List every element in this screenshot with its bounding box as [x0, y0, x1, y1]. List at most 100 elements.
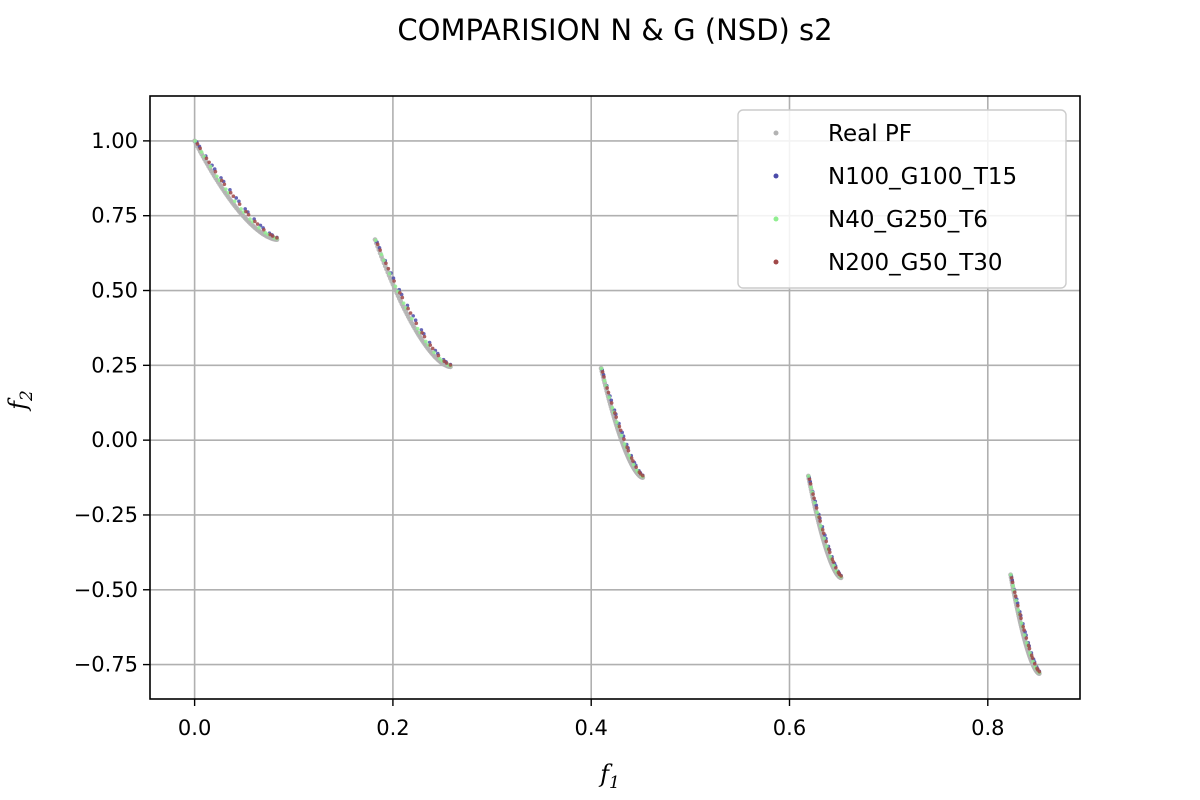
data-point-series-3: [815, 510, 819, 515]
data-point-series-3: [822, 536, 827, 541]
data-point-series-4: [618, 428, 623, 433]
data-point-series-4: [808, 481, 813, 486]
data-point-series-4: [807, 477, 812, 482]
data-point-series-4: [631, 459, 635, 463]
data-point-series-3: [812, 500, 817, 505]
data-point-series-4: [625, 445, 629, 450]
chart-title: COMPARISION N & G (NSD) s2: [397, 13, 832, 47]
data-point-series-4: [244, 209, 248, 214]
data-point-series-3: [432, 350, 436, 355]
data-point-series-4: [255, 222, 260, 226]
data-point-series-3: [622, 442, 627, 446]
data-point-series-3: [1014, 598, 1018, 603]
y-tick-label: 0.75: [91, 204, 138, 228]
data-point-series-3: [607, 395, 611, 399]
data-point-series-3: [806, 474, 811, 479]
data-point-series-4: [1019, 616, 1023, 620]
data-point-series-4: [406, 306, 410, 311]
data-point-series-3: [410, 316, 414, 321]
legend-label: N40_G250_T6: [828, 207, 988, 233]
data-point-series-3: [825, 544, 829, 549]
data-point-series-4: [253, 219, 257, 224]
data-point-series-4: [609, 401, 614, 405]
data-point-series-4: [198, 146, 202, 151]
y-tick-label: 1.00: [91, 129, 138, 153]
y-axis-label: f2: [4, 390, 37, 412]
data-point-series-4: [430, 346, 435, 351]
data-point-series-3: [239, 207, 243, 211]
data-point-series-4: [605, 386, 609, 390]
x-tick-label: 0.4: [575, 716, 608, 740]
legend-label: N200_G50_T30: [828, 250, 1003, 276]
data-point-series-4: [204, 156, 209, 161]
y-tick-label: −0.75: [74, 653, 138, 677]
x-tick-label: 0.8: [971, 716, 1004, 740]
data-point-series-4: [824, 539, 829, 544]
data-point-series-4: [442, 359, 447, 363]
data-point-series-4: [270, 234, 275, 238]
data-point-series-4: [830, 557, 835, 561]
data-point-series-4: [634, 465, 638, 469]
data-point-series-3: [610, 406, 615, 410]
data-point-series-4: [231, 194, 236, 198]
data-point-series-4: [219, 178, 224, 183]
data-point-series-4: [617, 424, 622, 429]
data-point-series-4: [1024, 636, 1029, 640]
data-point-series-3: [1016, 608, 1021, 612]
data-point-series-4: [207, 160, 211, 165]
data-point-series-4: [818, 519, 822, 523]
data-point-series-4: [606, 390, 611, 395]
x-axis-ticks: 0.0 0.2 0.4 0.6 0.8: [178, 699, 1004, 740]
data-point-series-4: [1037, 669, 1042, 674]
data-point-series-3: [627, 453, 631, 457]
data-point-series-4: [375, 242, 380, 247]
data-point-series-2: [237, 199, 241, 204]
y-tick-label: −0.25: [74, 503, 138, 527]
data-point-series-2: [234, 196, 239, 200]
data-point-series-4: [814, 506, 819, 510]
y-tick-label: −0.50: [74, 578, 138, 602]
data-point-series-3: [382, 258, 386, 263]
data-point-series-3: [248, 217, 252, 221]
data-point-series-2: [411, 314, 415, 318]
data-point-series-4: [246, 212, 251, 217]
legend-marker: [773, 259, 779, 265]
data-point-series-4: [444, 361, 449, 365]
y-tick-label: 0.25: [91, 353, 138, 377]
data-point-series-4: [262, 227, 266, 232]
data-point-series-4: [436, 353, 441, 358]
data-point-series-3: [263, 230, 268, 235]
data-point-series-4: [613, 411, 617, 415]
data-point-series-4: [839, 574, 843, 578]
data-point-series-4: [826, 547, 831, 551]
data-point-series-3: [193, 139, 198, 143]
data-point-series-4: [1016, 603, 1020, 608]
data-point-series-4: [195, 142, 200, 146]
data-point-series-4: [386, 266, 391, 271]
legend-marker: [773, 216, 779, 222]
data-point-series-3: [387, 271, 392, 276]
data-point-series-2: [609, 398, 614, 403]
data-point-series-4: [408, 311, 413, 315]
legend-label: Real PF: [828, 121, 912, 147]
legend-label: N100_G100_T15: [828, 164, 1017, 190]
x-tick-label: 0.2: [376, 716, 409, 740]
data-point-series-4: [831, 560, 836, 564]
data-point-series-4: [420, 331, 424, 335]
data-point-series-4: [228, 190, 233, 195]
plot-area-frame: [149, 95, 1081, 700]
data-point-series-4: [384, 261, 388, 266]
data-point-series-4: [622, 437, 626, 441]
data-point-series-3: [1022, 633, 1027, 637]
data-point-series-3: [1011, 584, 1015, 588]
data-point-series-4: [640, 473, 645, 478]
data-point-series-4: [237, 202, 242, 206]
data-point-series-4: [626, 448, 631, 453]
legend-marker: [773, 130, 779, 136]
data-point-series-2: [419, 328, 424, 332]
data-point-series-4: [820, 527, 825, 532]
data-points: [192, 138, 1042, 676]
data-point-series-4: [600, 370, 605, 374]
data-point-series-3: [619, 433, 624, 438]
